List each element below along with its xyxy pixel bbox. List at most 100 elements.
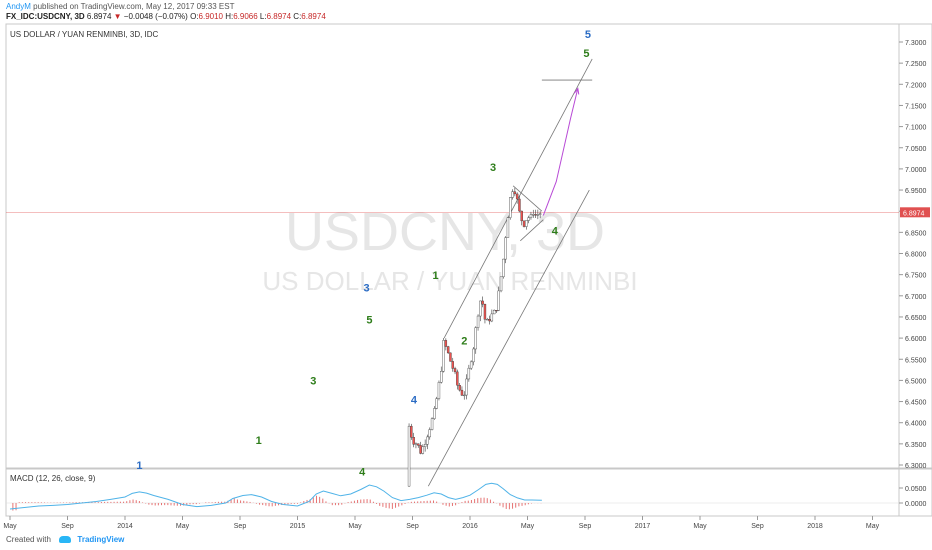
high-value: 6.9066 (233, 12, 258, 21)
x-tick-label: May (866, 523, 880, 530)
macd-tick-label: 0.0000 (905, 501, 927, 508)
y-tick-label: 6.5000 (905, 378, 927, 385)
candle-body (495, 310, 498, 312)
projection-path (542, 88, 579, 216)
channel-lower-line (427, 189, 590, 487)
candle-body (506, 217, 510, 238)
candle-body (513, 191, 517, 195)
candle-body (472, 348, 475, 363)
last-price-badge (900, 207, 930, 218)
y-tick-label: 6.8000 (905, 252, 927, 259)
wave-label: 3 (363, 283, 369, 295)
candle-body (440, 371, 443, 383)
open-value: 6.9010 (198, 12, 223, 21)
symbol-label: FX_IDC:USDCNY, 3D (6, 12, 85, 21)
x-tick-label: Sep (61, 523, 74, 530)
candle-body (430, 418, 434, 430)
macd-title: MACD (12, 26, close, 9) (10, 474, 96, 483)
candle-body (463, 394, 466, 397)
y-tick-label: 6.6000 (905, 336, 927, 343)
candle-body (497, 290, 500, 311)
candle-body (490, 313, 494, 322)
wave-label: 5 (366, 314, 372, 326)
candle-body (474, 327, 477, 350)
y-tick-label: 6.4500 (905, 400, 927, 407)
candle-body (488, 319, 491, 322)
candles (407, 187, 542, 487)
low-label: L: (259, 12, 267, 21)
candle-body (499, 276, 503, 292)
candle-body (456, 371, 459, 386)
candle-body (426, 436, 429, 445)
wave-label: 3 (310, 376, 316, 388)
chart-title: US DOLLAR / YUAN RENMINBI, 3D, IDC (10, 30, 159, 39)
wave-label: 4 (359, 467, 366, 479)
high-label: H: (225, 12, 234, 21)
x-tick-label: 2018 (807, 523, 823, 530)
projection-arrowhead (573, 87, 580, 95)
y-tick-label: 6.3500 (905, 442, 927, 449)
candle-body (412, 437, 415, 445)
x-tick-label: Sep (579, 523, 592, 530)
candle-body (492, 310, 496, 315)
candle-body (479, 300, 482, 317)
tradingview-logo-icon (59, 536, 72, 544)
candle-body (532, 214, 535, 216)
price-change: −0.0048 (−0.07%) (123, 12, 188, 21)
open-label: O: (190, 12, 199, 21)
candle-body (444, 340, 448, 347)
author-link[interactable]: AndyM (6, 2, 31, 11)
candle-body (534, 214, 537, 216)
time-axis: May Sep 2014 May Sep 2015 May Sep 2016 May Sep 2017… (3, 516, 880, 530)
triangle-lower-line (520, 219, 544, 242)
candle-body (518, 198, 521, 212)
y-tick-label: 6.6500 (905, 315, 927, 322)
candle-body (435, 398, 438, 409)
triangle-upper-line (512, 185, 543, 212)
candle-body (525, 220, 528, 227)
y-tick-label: 7.2000 (905, 82, 927, 89)
wave-label: 5 (585, 29, 591, 41)
candle-body (419, 445, 422, 454)
macd-indicator (6, 482, 899, 511)
y-tick-label: 7.1000 (905, 125, 927, 132)
y-tick-label: 6.5500 (905, 357, 927, 364)
candle-body (428, 429, 431, 438)
candle-body (511, 191, 514, 198)
wave-label: 1 (256, 435, 262, 447)
candle-body (515, 193, 519, 200)
candle-body (433, 408, 436, 419)
x-tick-label: May (3, 523, 17, 530)
candle-body (417, 443, 420, 446)
macd-tick-label: 0.0500 (905, 486, 927, 493)
candle-body (446, 346, 450, 354)
candle-body (451, 361, 454, 369)
y-tick-label: 7.0500 (905, 146, 927, 153)
candle-body (410, 425, 413, 438)
candle-body (536, 214, 540, 216)
footer: Created with TradingView (6, 535, 124, 544)
candle-body (538, 213, 542, 215)
wave-label: 1 (432, 270, 438, 282)
candle-body (414, 443, 418, 445)
x-tick-label: 2017 (635, 523, 651, 530)
published-text: published on TradingView.com, May 12, 20… (33, 2, 235, 11)
candle-body (476, 315, 480, 328)
x-tick-label: Sep (406, 523, 419, 530)
candle-body (522, 220, 526, 227)
ohlc-header: FX_IDC:USDCNY, 3D 6.8974 ▼ −0.0048 (−0.0… (6, 12, 326, 22)
x-tick-label: 2015 (290, 523, 306, 530)
wave-label: 4 (552, 225, 559, 237)
candle-body (520, 210, 523, 222)
candle-body (465, 378, 468, 396)
low-value: 6.8974 (266, 12, 292, 21)
macd-line (9, 482, 542, 510)
candle-body (421, 446, 425, 454)
candle-body (486, 319, 489, 321)
wave-labels: 1 1 3 4 3 5 4 1 2 3 4 5 5 (136, 29, 591, 479)
y-tick-label: 6.8500 (905, 230, 927, 237)
y-tick-label: 7.3000 (905, 40, 927, 47)
tradingview-brand[interactable]: TradingView (77, 535, 125, 544)
y-tick-label: 6.3000 (905, 463, 927, 470)
